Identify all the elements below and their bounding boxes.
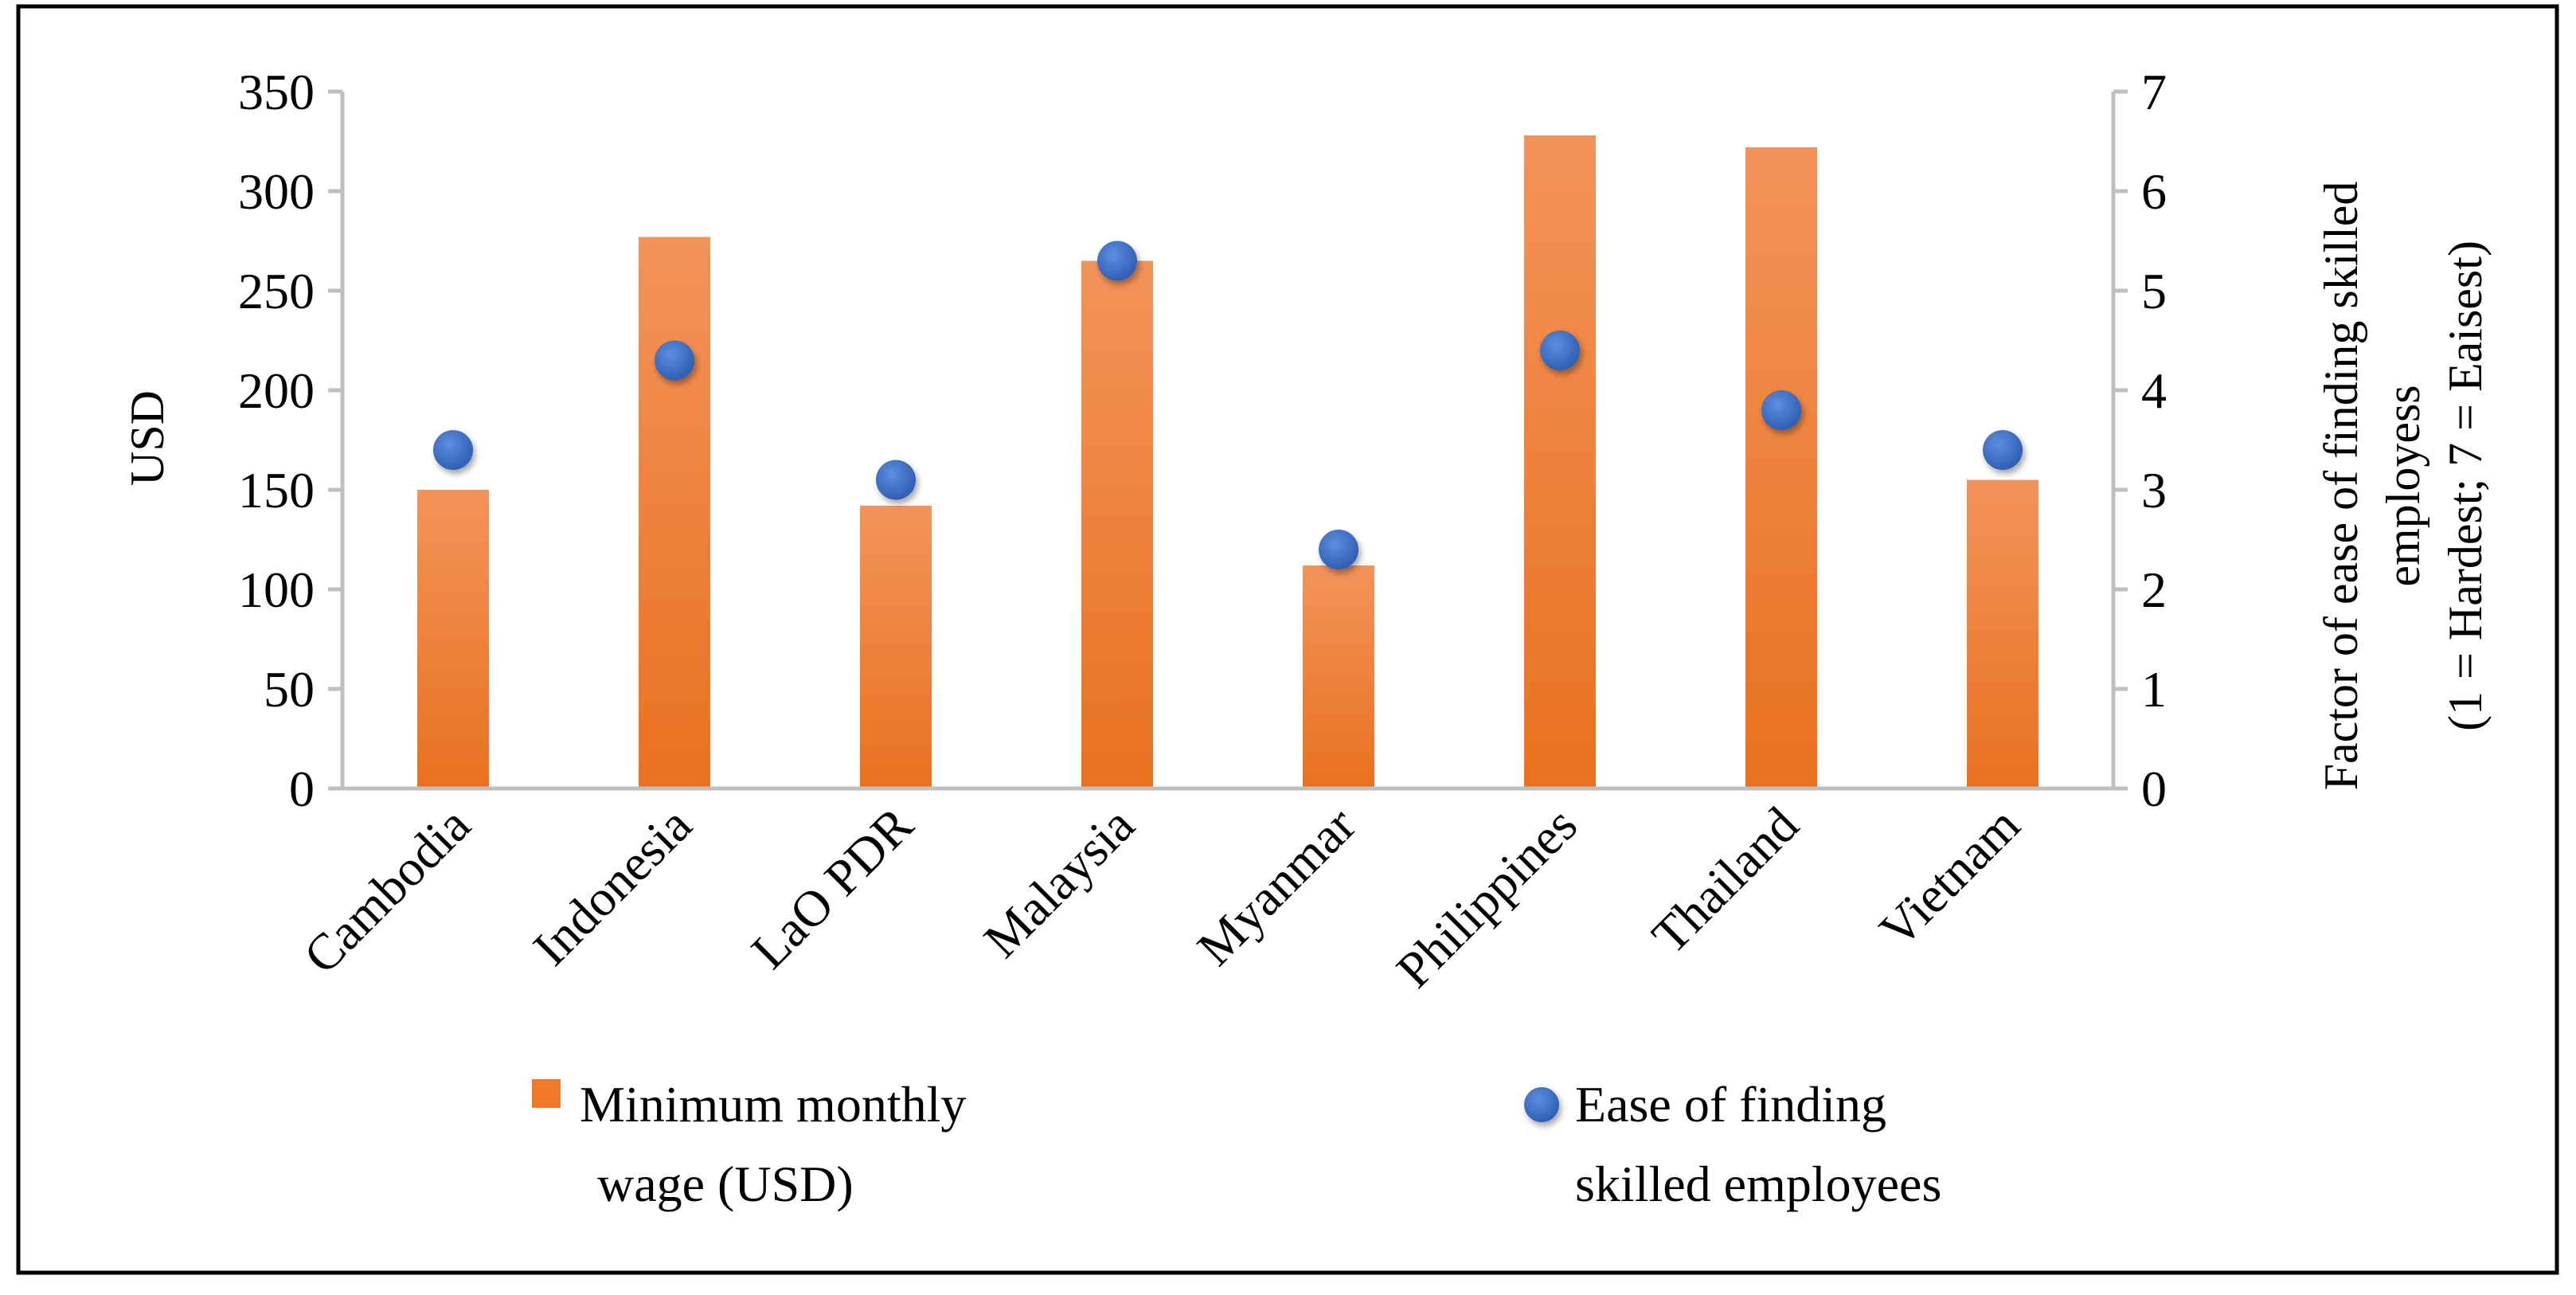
category-label: Cambodia [293,796,481,984]
point-philippines [1540,331,1580,370]
left-tick-label: 250 [238,263,315,319]
right-tick-label: 3 [2141,462,2167,518]
point-indonesia [655,340,694,381]
point-vietnam [1983,430,2023,470]
left-tick-label: 350 [238,64,315,120]
right-axis-title-line-3: (1 = Hardest; 7 = Eaisest) [2439,241,2492,731]
category-label: Thailand [1641,796,1809,964]
left-tick-label: 50 [264,661,315,718]
right-tick-label: 0 [2141,761,2167,817]
left-tick-label: 100 [238,561,315,618]
category-label: Malaysia [973,796,1145,968]
point-myanmar [1319,530,1358,569]
left-tick-label: 300 [238,163,315,220]
point-lao-pdr [876,460,916,500]
right-axis-title-line-1: Factor of ease of finding skilled [2315,182,2367,791]
left-y-axis: 0 50 100 150 200 250 300 350 [238,64,345,817]
right-tick-label: 1 [2141,661,2167,718]
legend-marker-ease [1524,1087,1559,1122]
right-tick-label: 4 [2141,362,2167,419]
chart-frame [16,4,2559,1275]
legend-label-wage-line-2: wage (USD) [597,1156,854,1212]
category-label: Philippines [1386,796,1588,999]
legend-marker-wage [532,1079,561,1108]
legend-label-ease-line-2: skilled employees [1575,1156,1941,1212]
right-y-axis: 0 1 2 3 4 5 6 7 [2111,64,2167,817]
legend-label-wage-line-1: Minimum monthly [580,1076,966,1133]
right-tick-label: 7 [2141,64,2167,120]
point-cambodia [433,430,473,470]
right-tick-label: 6 [2141,163,2167,220]
right-axis-title: Factor of ease of finding skilled employ… [2315,182,2492,791]
right-tick-label: 2 [2141,561,2167,618]
left-tick-label: 150 [238,462,315,518]
point-thailand [1761,390,1801,430]
bar-malaysia [1081,260,1153,788]
bar-vietnam [1967,479,2039,788]
plot-area [417,135,2039,788]
bar-cambodia [417,490,489,788]
left-axis-title: USD [121,390,174,486]
bar-indonesia [639,237,710,788]
right-axis-title-line-2: employess [2377,385,2429,586]
bar-myanmar [1303,565,1374,788]
legend-label-ease-line-1: Ease of finding [1575,1076,1886,1133]
left-tick-label: 0 [289,761,315,817]
bar-thailand [1745,147,1817,788]
right-tick-label: 5 [2141,263,2167,319]
bar-lao-pdr [860,506,932,788]
category-labels: Cambodia Indonesia LaO PDR Malaysia Myanmar P… [293,796,2031,998]
left-tick-label: 200 [238,362,315,419]
category-label: Indonesia [522,796,702,976]
legend: Minimum monthly wage (USD) Ease of findi… [532,1076,1941,1212]
category-label: Vietnam [1869,796,2031,958]
category-label: LaO PDR [741,796,924,979]
category-label: Myanmar [1186,796,1366,976]
point-malaysia [1097,241,1137,281]
bar-philippines [1524,135,1596,788]
